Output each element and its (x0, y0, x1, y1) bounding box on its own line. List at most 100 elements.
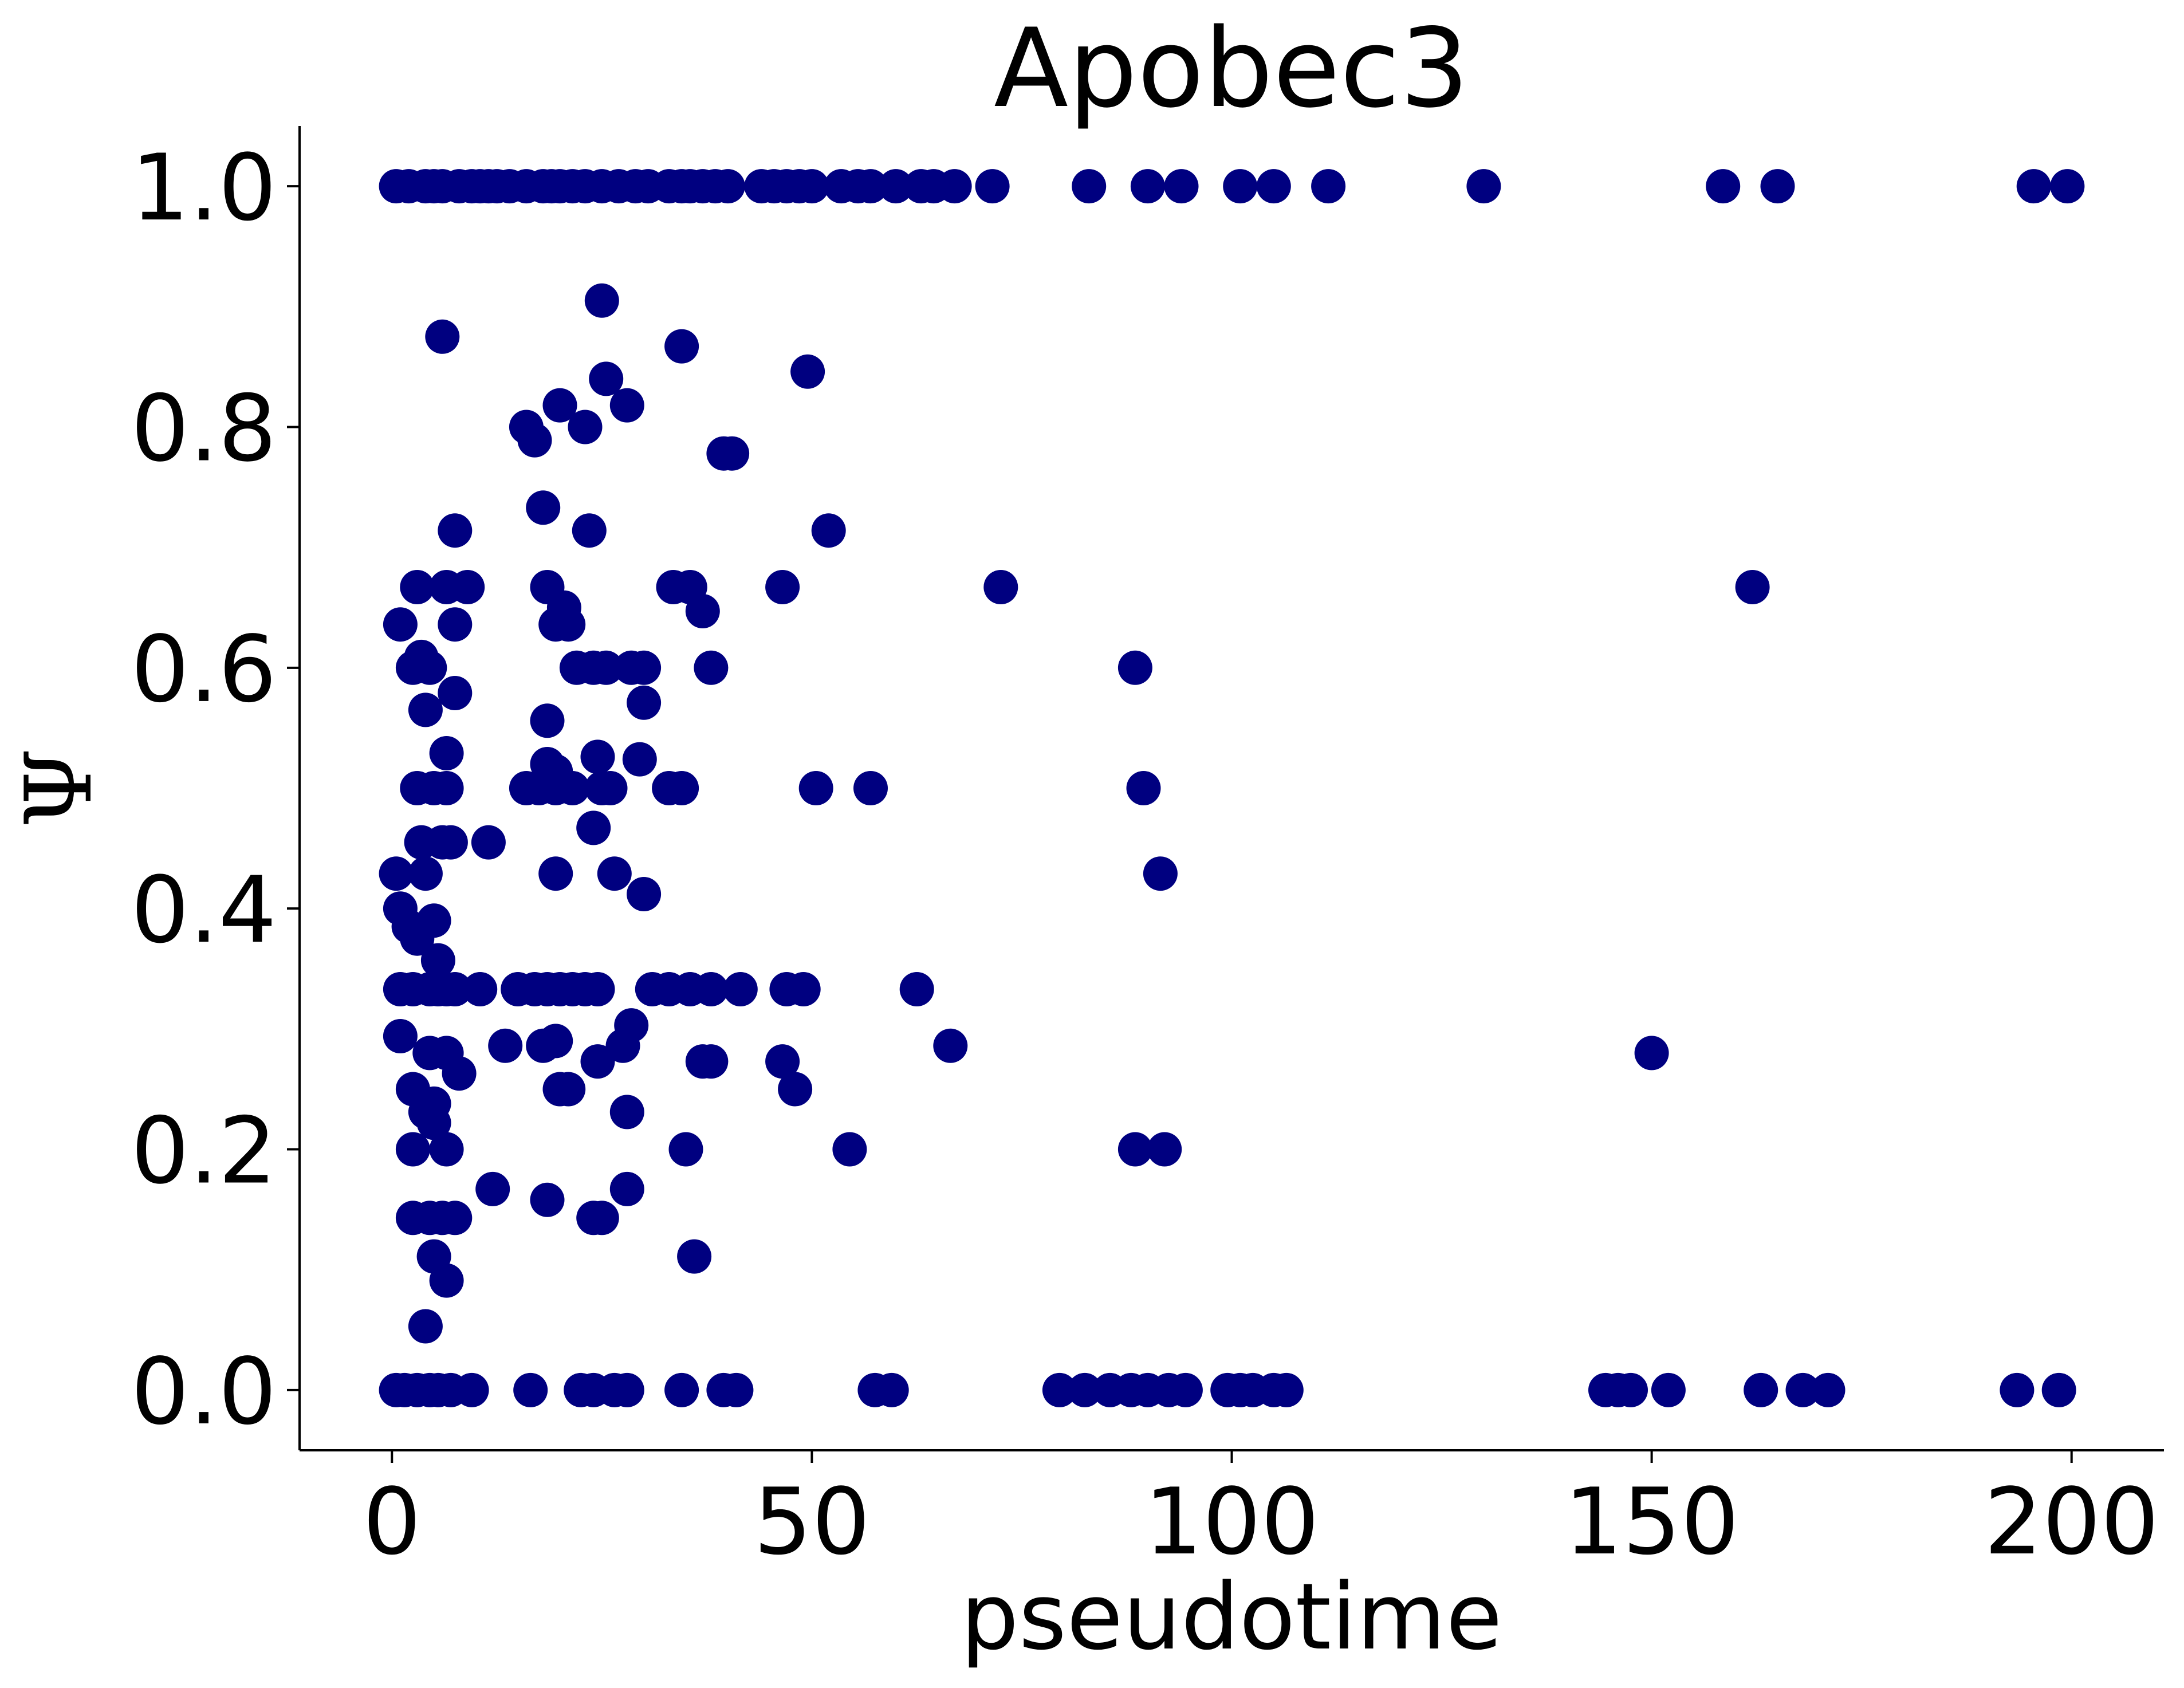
data-point (1168, 1372, 1203, 1407)
data-point (412, 650, 447, 685)
data-point (933, 1028, 968, 1063)
data-point (899, 972, 934, 1006)
data-point (589, 361, 624, 396)
data-point (879, 169, 913, 204)
data-point (538, 1024, 573, 1059)
data-point (677, 1239, 712, 1274)
x-tick-label: 0 (363, 1468, 421, 1575)
data-point (765, 1044, 800, 1079)
data-point (542, 388, 577, 423)
x-tick-label: 100 (1144, 1468, 1319, 1575)
data-point (1143, 856, 1178, 891)
data-point (408, 856, 443, 891)
data-point (584, 283, 619, 318)
data-point (526, 490, 561, 525)
data-point (463, 972, 498, 1006)
data-point (584, 1201, 619, 1235)
data-point (1042, 1372, 1077, 1407)
data-point (568, 410, 603, 444)
y-tick-label: 0.8 (131, 375, 277, 482)
data-point (694, 972, 729, 1006)
data-point (379, 856, 414, 891)
y-axis-label: Ψ (5, 748, 112, 828)
data-point (1072, 169, 1107, 204)
data-point (1269, 1372, 1304, 1407)
data-point (1744, 1372, 1778, 1407)
data-point (1067, 1372, 1102, 1407)
data-point (1223, 169, 1258, 204)
data-point (622, 742, 657, 777)
data-point (627, 685, 662, 720)
data-point (627, 877, 662, 911)
data-point (664, 329, 699, 364)
data-point (794, 169, 829, 204)
data-point (2016, 169, 2051, 204)
data-point (609, 1095, 644, 1130)
data-point (1706, 169, 1741, 204)
data-point (488, 1028, 523, 1063)
x-tick-label: 50 (754, 1468, 871, 1575)
data-points (379, 169, 2085, 1407)
data-point (975, 169, 1010, 204)
data-point (853, 771, 888, 805)
data-point (832, 1132, 867, 1167)
data-point (1126, 771, 1161, 805)
x-tick-label: 150 (1564, 1468, 1739, 1575)
chart-title: Apobec3 (994, 5, 1469, 132)
data-point (664, 771, 699, 805)
data-point (1311, 169, 1346, 204)
data-point (668, 1132, 703, 1167)
data-point (1634, 1036, 1669, 1071)
data-point (416, 1105, 451, 1140)
data-point (580, 972, 615, 1006)
data-point (471, 825, 506, 860)
y-tick-label: 0.6 (131, 616, 277, 723)
y-axis-ticks: 0.0 0.2 0.4 0.6 0.8 1.0 (131, 134, 300, 1445)
data-point (538, 856, 573, 891)
data-point (1735, 570, 1770, 604)
data-point (1117, 1132, 1152, 1167)
data-point (576, 810, 611, 845)
data-point (1117, 650, 1152, 685)
data-point (438, 513, 473, 548)
data-point (429, 736, 464, 770)
data-point (580, 739, 615, 774)
data-point (454, 1372, 489, 1407)
data-point (429, 771, 464, 805)
data-point (1785, 1372, 1820, 1407)
data-point (517, 423, 552, 458)
data-point (433, 825, 468, 860)
data-point (1164, 169, 1199, 204)
data-point (1130, 169, 1165, 204)
data-point (1760, 169, 1795, 204)
data-point (609, 388, 644, 423)
data-point (664, 1372, 699, 1407)
data-point (723, 972, 758, 1006)
data-point (438, 1201, 473, 1235)
data-point (811, 513, 846, 548)
data-point (1256, 169, 1291, 204)
data-point (593, 771, 628, 805)
data-point (790, 354, 825, 389)
data-point (719, 1372, 754, 1407)
data-point (572, 513, 607, 548)
data-point (400, 570, 435, 604)
data-point (438, 676, 473, 710)
data-point (983, 570, 1018, 604)
data-point (1651, 1372, 1686, 1407)
data-point (420, 943, 455, 978)
data-point (1614, 1372, 1648, 1407)
data-point (408, 1309, 443, 1344)
data-point (710, 169, 745, 204)
data-point (765, 570, 800, 604)
data-point (778, 1072, 813, 1107)
data-point (395, 1132, 430, 1167)
x-tick-label: 200 (1984, 1468, 2159, 1575)
data-point (685, 594, 720, 628)
data-point (715, 436, 750, 471)
data-point (383, 607, 418, 642)
data-point (937, 169, 972, 204)
data-point (580, 1044, 615, 1079)
